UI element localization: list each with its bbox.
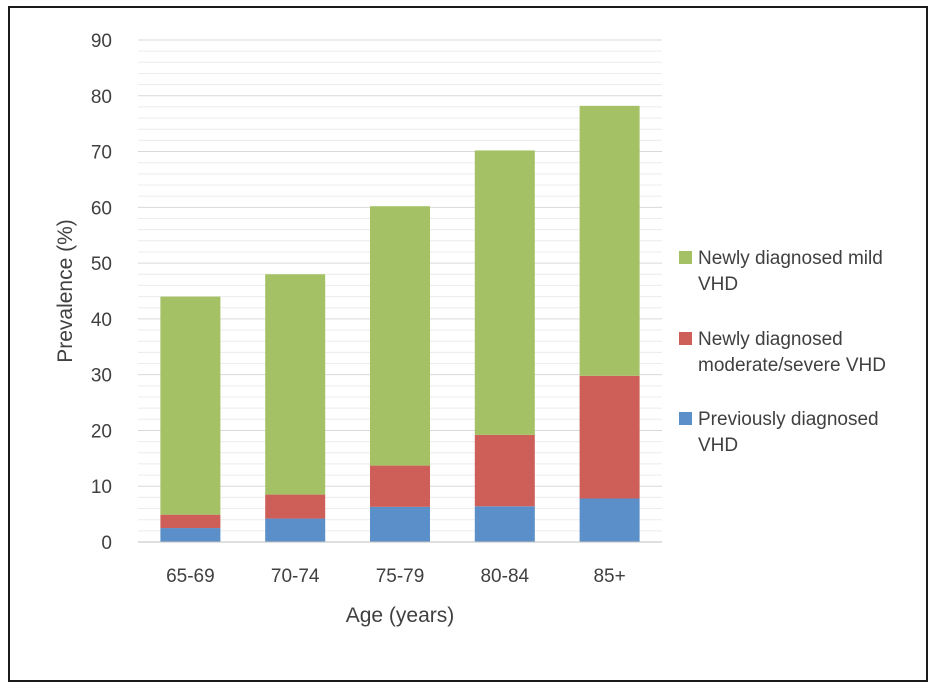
x-tick-label: 80-84 bbox=[480, 566, 529, 587]
legend-swatch bbox=[679, 251, 692, 264]
legend-label: VHD bbox=[698, 435, 738, 456]
y-tick-label: 0 bbox=[101, 533, 112, 554]
y-tick-label: 70 bbox=[91, 143, 112, 164]
legend-swatch bbox=[679, 412, 692, 425]
y-tick-label: 40 bbox=[91, 310, 112, 331]
bars bbox=[160, 105, 640, 542]
bar-segment bbox=[265, 274, 326, 495]
x-tick-label: 75-79 bbox=[376, 566, 425, 587]
bar-segment bbox=[370, 206, 430, 466]
y-axis-title: Prevalence (%) bbox=[54, 219, 77, 363]
bar-segment bbox=[579, 375, 640, 499]
y-tick-label: 20 bbox=[91, 421, 112, 442]
bar-segment bbox=[265, 494, 326, 519]
x-axis-ticks: 65-69 70-74 75-79 80-84 85+ bbox=[166, 566, 626, 587]
bar-segment bbox=[579, 105, 640, 376]
bar-segment bbox=[370, 465, 430, 507]
y-axis-ticks: 0 10 20 30 40 50 60 70 80 90 bbox=[91, 31, 112, 554]
y-tick-label: 80 bbox=[91, 87, 112, 108]
bar-segment bbox=[579, 498, 640, 542]
bar-segment bbox=[160, 528, 221, 542]
legend-label: moderate/severe VHD bbox=[698, 355, 886, 376]
legend-label: VHD bbox=[698, 274, 738, 295]
y-tick-label: 10 bbox=[91, 477, 112, 498]
legend-label: Newly diagnosed bbox=[698, 329, 843, 350]
bar-segment bbox=[474, 150, 535, 435]
x-tick-label: 85+ bbox=[593, 566, 625, 587]
bar-segment bbox=[474, 434, 535, 507]
bar-segment bbox=[474, 506, 535, 542]
y-tick-label: 30 bbox=[91, 366, 112, 387]
legend: Newly diagnosed mild VHD Newly diagnosed mo… bbox=[679, 248, 886, 456]
legend-swatch bbox=[679, 332, 692, 345]
bar-segment bbox=[160, 296, 221, 515]
bar-segment bbox=[160, 514, 221, 529]
y-tick-label: 90 bbox=[91, 31, 112, 52]
y-tick-label: 50 bbox=[91, 254, 112, 275]
x-axis-title: Age (years) bbox=[346, 604, 455, 627]
y-tick-label: 60 bbox=[91, 198, 112, 219]
bar-segment bbox=[265, 518, 326, 542]
bar-segment bbox=[370, 506, 430, 542]
legend-label: Previously diagnosed bbox=[698, 409, 879, 430]
legend-label: Newly diagnosed mild bbox=[698, 248, 883, 269]
x-tick-label: 65-69 bbox=[166, 566, 215, 587]
x-tick-label: 70-74 bbox=[271, 566, 320, 587]
